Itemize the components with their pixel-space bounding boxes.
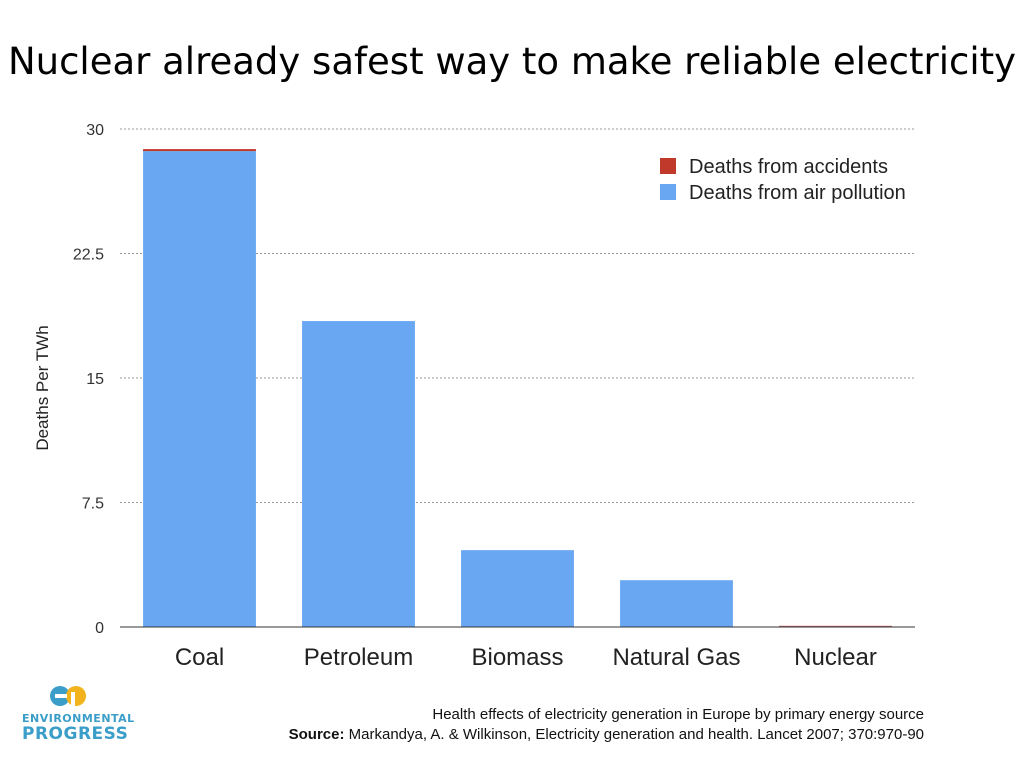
y-tick-label: 15 xyxy=(86,371,104,388)
chart-caption: Health effects of electricity generation… xyxy=(164,705,924,745)
bar-coal-segment xyxy=(143,151,256,627)
y-axis-ticks: 0 7.5 15 22.5 30 xyxy=(73,122,104,637)
legend-label: Deaths from air pollution xyxy=(689,182,906,204)
bar-natural-gas-segment xyxy=(620,580,733,627)
y-tick-label: 22.5 xyxy=(73,247,104,264)
legend-swatch xyxy=(660,158,676,174)
logo-word-progress: PROGRESS xyxy=(22,724,129,744)
logo-word-environmental: ENVIRONMENTAL xyxy=(22,712,135,725)
caption-description: Health effects of electricity generation… xyxy=(432,706,924,723)
bar-biomass-segment xyxy=(461,550,574,627)
logo-icon xyxy=(50,686,86,706)
environmental-progress-logo: ENVIRONMENTAL PROGRESS xyxy=(22,684,135,744)
x-tick-label: Petroleum xyxy=(304,644,413,671)
legend-label: Deaths from accidents xyxy=(689,156,888,178)
y-tick-label: 0 xyxy=(95,620,104,637)
x-tick-label: Nuclear xyxy=(794,644,877,671)
bar-chart: 0 7.5 15 22.5 30 Coal Petroleum Biomass Natural… xyxy=(33,122,915,671)
bar-petroleum-segment xyxy=(302,321,415,627)
legend-swatch xyxy=(660,184,676,200)
x-axis-ticks: Coal Petroleum Biomass Natural Gas Nuclear xyxy=(175,644,877,671)
bar-nuclear-segment xyxy=(779,625,892,627)
y-axis-label: Deaths Per TWh xyxy=(33,325,52,450)
x-tick-label: Coal xyxy=(175,644,224,671)
source-label: Source: xyxy=(288,726,345,743)
caption-source: Source: Markandya, A. & Wilkinson, Elect… xyxy=(164,725,924,745)
y-tick-label: 30 xyxy=(86,122,104,139)
chart-title: Nuclear already safest way to make relia… xyxy=(7,40,1017,83)
x-tick-label: Biomass xyxy=(471,644,563,671)
legend: Deaths from accidents Deaths from air pol… xyxy=(660,156,906,204)
y-tick-label: 7.5 xyxy=(82,496,104,513)
bars xyxy=(143,149,892,627)
x-tick-label: Natural Gas xyxy=(612,644,740,671)
source-text: Markandya, A. & Wilkinson, Electricity g… xyxy=(344,726,924,743)
bar-coal-segment xyxy=(143,149,256,152)
